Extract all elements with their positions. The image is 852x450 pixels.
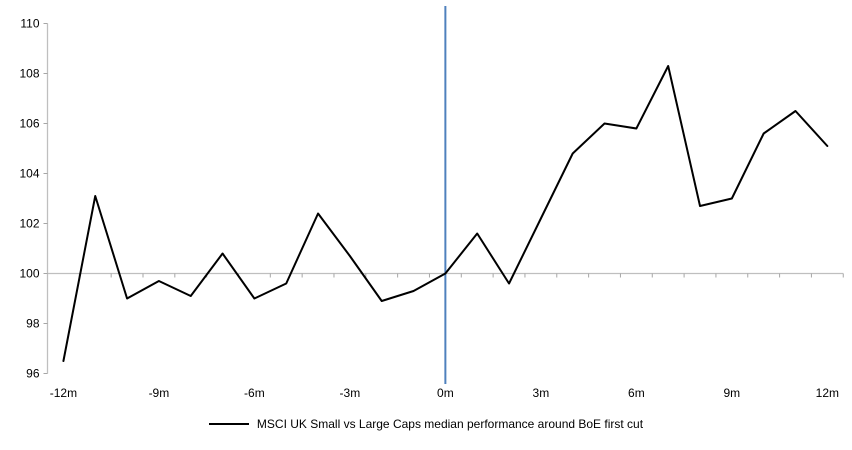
legend-line-marker (208, 423, 249, 425)
x-tick-label: 3m (533, 386, 550, 400)
x-tick-label: -12m (50, 386, 77, 400)
x-tick-label: 0m (437, 386, 454, 400)
y-tick-label: 106 (19, 117, 39, 131)
y-tick-label: 100 (19, 267, 39, 281)
x-tick-label: -9m (149, 386, 170, 400)
x-tick-label: 9m (724, 386, 741, 400)
series-line (62, 65, 829, 362)
x-tick-label: 12m (816, 386, 839, 400)
y-axis-group: 110 108 106 104 102 100 98 96 (19, 17, 49, 381)
x-axis-labels-group: -12m -9m -6m -3m 0m 3m 6m 9m 12m (50, 386, 839, 400)
x-tick-label: -6m (244, 386, 265, 400)
legend-label: MSCI UK Small vs Large Caps median perfo… (256, 417, 644, 431)
x-tick-label: 6m (628, 386, 645, 400)
y-tick-label: 102 (19, 217, 39, 231)
y-tick-label: 96 (26, 367, 40, 381)
y-tick-label: 104 (19, 167, 39, 181)
y-tick-label: 108 (19, 67, 39, 81)
y-tick-label: 110 (20, 17, 39, 31)
y-tick-label: 98 (26, 317, 40, 331)
legend: MSCI UK Small vs Large Caps median perfo… (0, 417, 852, 431)
x-tick-label: -3m (340, 386, 361, 400)
